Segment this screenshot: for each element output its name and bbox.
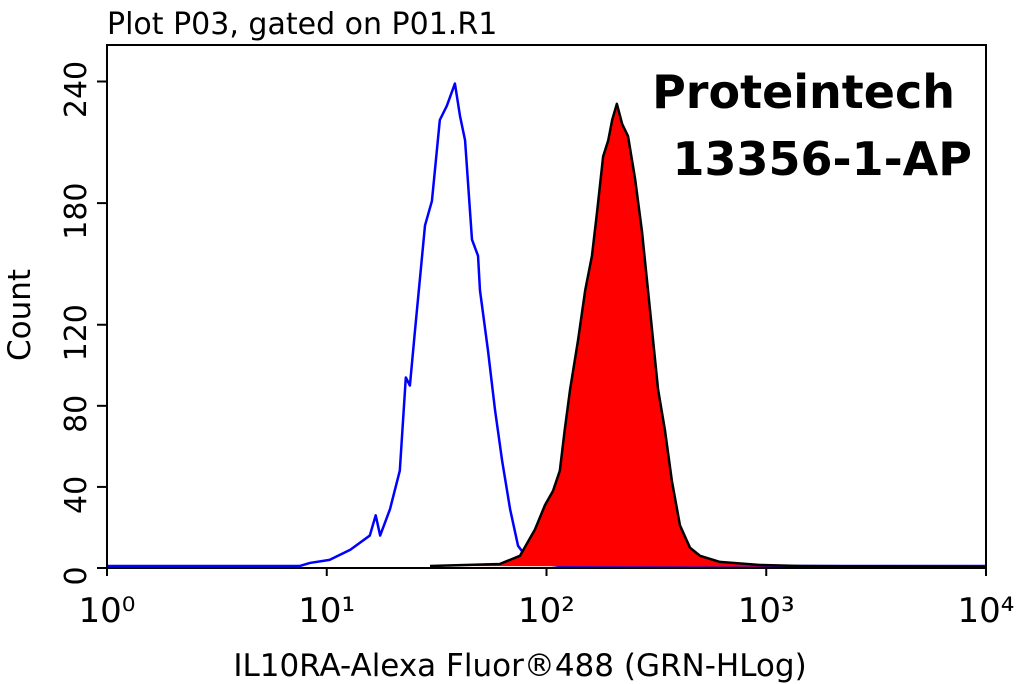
- annotation: 13356-1-AP: [672, 132, 972, 186]
- x-tick-label: 10³: [738, 591, 795, 631]
- y-tick-label: 120: [59, 304, 94, 361]
- y-tick-label: 240: [59, 61, 94, 118]
- y-tick-label: 40: [59, 476, 94, 514]
- chart-title: Plot P03, gated on P01.R1: [107, 7, 497, 42]
- x-tick-label: 10²: [518, 591, 575, 631]
- y-tick-label: 80: [59, 395, 94, 433]
- histogram-area: [429, 102, 987, 569]
- x-tick-label: 10⁴: [958, 591, 1015, 631]
- annotation: Proteintech: [652, 65, 955, 119]
- x-tick-label: 10⁰: [79, 591, 136, 631]
- y-tick-label: 0: [59, 566, 94, 585]
- x-tick-label: 10¹: [298, 591, 355, 631]
- y-axis-label: Count: [2, 269, 38, 361]
- histogram-line: [107, 82, 986, 568]
- x-axis-label: IL10RA-Alexa Fluor®488 (GRN-HLog): [233, 648, 806, 684]
- y-tick-label: 180: [59, 182, 94, 239]
- plot-frame: [106, 44, 987, 569]
